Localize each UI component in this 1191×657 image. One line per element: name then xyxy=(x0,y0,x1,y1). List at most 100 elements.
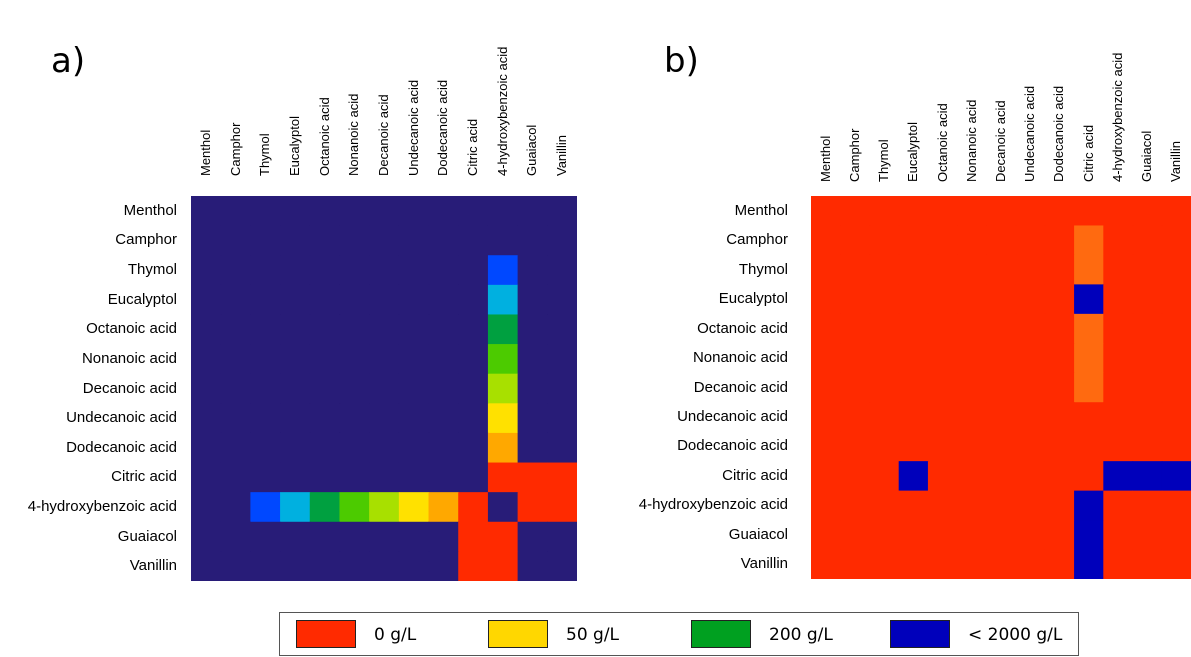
heatmap-cell xyxy=(1132,196,1163,227)
heatmap-cell xyxy=(869,490,900,521)
legend-swatch-green xyxy=(691,620,751,648)
heatmap-cell xyxy=(986,372,1017,403)
heatmap-cell xyxy=(898,372,929,403)
heatmap-cell xyxy=(458,314,489,345)
heatmap-cell xyxy=(811,402,841,433)
heatmap-cell xyxy=(840,461,871,492)
heatmap-cell xyxy=(369,403,400,434)
heatmap-cell xyxy=(458,196,489,227)
heatmap-cell xyxy=(840,343,871,374)
heatmap-cell xyxy=(191,492,222,523)
column-label: Guaiacol xyxy=(524,124,540,176)
heatmap-cell xyxy=(309,403,341,434)
heatmap-cell xyxy=(191,255,222,286)
column-label: Undecanoic acid xyxy=(405,79,421,176)
row-label: Undecanoic acid xyxy=(66,409,177,427)
heatmap-cell xyxy=(487,196,519,227)
heatmap-cell xyxy=(220,492,251,523)
heatmap-cell xyxy=(1074,402,1104,433)
heatmap-cell xyxy=(1074,196,1104,227)
heatmap-cell xyxy=(1074,313,1104,344)
heatmap-cell xyxy=(986,461,1017,492)
heatmap-cell xyxy=(458,284,489,316)
heatmap-cell xyxy=(840,490,871,521)
heatmap-cell xyxy=(1103,343,1134,374)
heatmap-cell xyxy=(191,225,222,256)
heatmap-cell xyxy=(1103,196,1134,227)
heatmap-cell xyxy=(458,255,489,286)
row-label: Vanillin xyxy=(129,557,177,575)
heatmap-cell xyxy=(191,521,222,552)
heatmap-cell xyxy=(1074,549,1104,579)
heatmap-cell xyxy=(369,344,400,375)
heatmap-cell xyxy=(280,551,311,581)
heatmap-cell xyxy=(1161,520,1191,551)
heatmap-cell xyxy=(191,462,222,493)
heatmap-cell xyxy=(220,403,251,434)
heatmap-cell xyxy=(250,462,281,493)
heatmap-cell xyxy=(869,431,900,462)
heatmap-cell xyxy=(458,373,489,404)
heatmap-cell xyxy=(869,461,900,492)
heatmap-cell xyxy=(458,492,489,523)
heatmap-cell xyxy=(986,225,1017,256)
row-label: Camphor xyxy=(726,231,788,249)
row-label: 4-hydroxybenzoic acid xyxy=(27,497,177,515)
column-label: Thymol xyxy=(876,139,892,182)
column-label: Citric acid xyxy=(465,118,481,176)
panel-b-heatmap xyxy=(811,196,1191,579)
heatmap-cell xyxy=(369,462,400,493)
heatmap-cell xyxy=(280,403,311,434)
heatmap-cell xyxy=(840,372,871,403)
row-label: Undecanoic acid xyxy=(677,407,788,425)
column-label: Camphor xyxy=(227,122,243,176)
panel-a-heatmap xyxy=(191,196,577,581)
heatmap-cell xyxy=(869,284,900,315)
heatmap-cell xyxy=(547,462,577,493)
row-label: Menthol xyxy=(734,201,788,219)
heatmap-cell xyxy=(220,196,251,227)
heatmap-cell xyxy=(898,284,929,315)
heatmap-cell xyxy=(547,521,577,552)
heatmap-cell xyxy=(840,431,871,462)
heatmap-cell xyxy=(811,431,841,462)
heatmap-cell xyxy=(986,196,1017,227)
heatmap-cell xyxy=(369,432,400,464)
heatmap-cell xyxy=(1132,225,1163,256)
heatmap-cell xyxy=(220,225,251,256)
heatmap-cell xyxy=(487,255,519,286)
heatmap-cell xyxy=(927,313,958,344)
heatmap-cell xyxy=(1015,431,1046,462)
heatmap-cell xyxy=(1044,343,1075,374)
row-label: Dodecanoic acid xyxy=(677,437,788,455)
heatmap-cell xyxy=(811,549,841,579)
heatmap-cell xyxy=(1103,520,1134,551)
heatmap-cell xyxy=(840,549,871,579)
row-label: Thymol xyxy=(738,260,788,278)
row-label: Eucalyptol xyxy=(718,290,788,308)
heatmap-cell xyxy=(898,402,929,433)
heatmap-cell xyxy=(869,372,900,403)
heatmap-cell xyxy=(517,403,548,434)
heatmap-cell xyxy=(458,344,489,375)
heatmap-cell xyxy=(191,284,222,316)
heatmap-cell xyxy=(547,225,577,256)
heatmap-cell xyxy=(309,284,341,316)
heatmap-cell xyxy=(309,344,341,375)
row-label: Thymol xyxy=(127,261,177,279)
heatmap-cell xyxy=(1015,372,1046,403)
heatmap-cell xyxy=(986,402,1017,433)
heatmap-cell xyxy=(986,549,1017,579)
heatmap-cell xyxy=(398,314,430,345)
heatmap-cell xyxy=(957,196,987,227)
heatmap-cell xyxy=(811,520,841,551)
heatmap-cell xyxy=(1161,402,1191,433)
heatmap-cell xyxy=(487,521,519,552)
heatmap-cell xyxy=(898,343,929,374)
heatmap-cell xyxy=(1015,461,1046,492)
heatmap-cell xyxy=(369,196,400,227)
heatmap-cell xyxy=(487,284,519,316)
heatmap-cell xyxy=(1132,520,1163,551)
heatmap-cell xyxy=(957,372,987,403)
column-label: Undecanoic acid xyxy=(1022,85,1038,182)
